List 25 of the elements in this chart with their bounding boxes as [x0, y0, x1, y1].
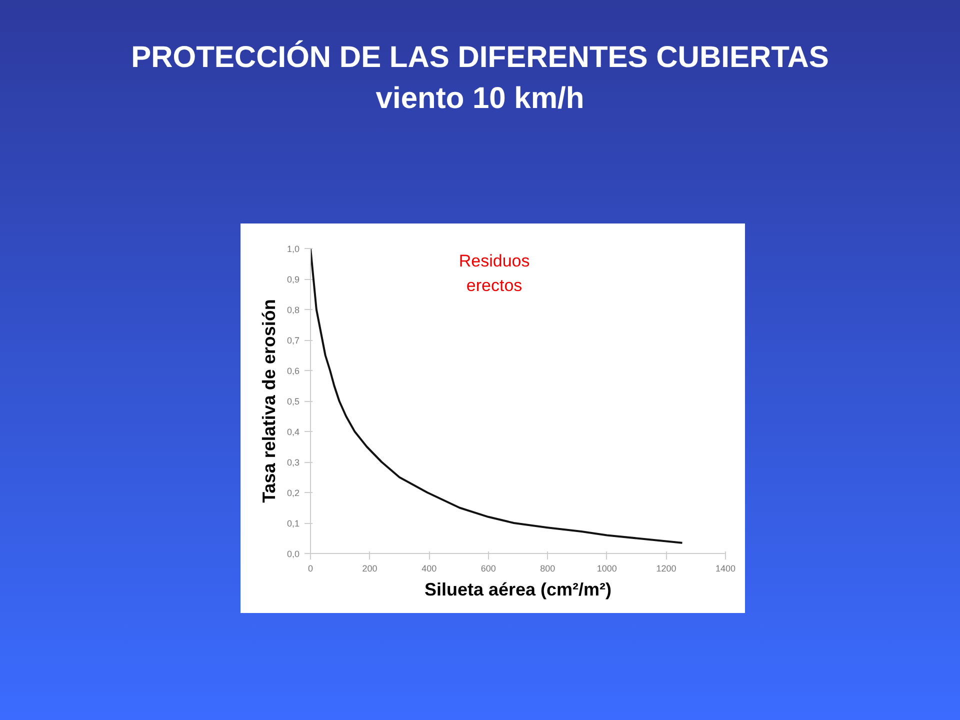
x-tick-label: 1200	[656, 564, 676, 574]
y-tick-label: 0,7	[286, 336, 300, 346]
x-tick-label: 1400	[715, 564, 736, 574]
x-tick-label: 1000	[596, 564, 617, 574]
y-tick-label: 0,5	[286, 396, 300, 406]
line-series	[310, 248, 684, 544]
y-tick-label: 0,9	[286, 274, 300, 284]
y-tick-label: 0,0	[286, 549, 300, 559]
y-tick-label: 1,0	[286, 244, 300, 254]
x-tick-label: 200	[362, 564, 378, 574]
chart-subtitle: viento 10 km/h	[376, 82, 584, 114]
x-tick-label: 400	[422, 564, 437, 574]
x-tick-label: 800	[540, 564, 556, 574]
chart-title: PROTECCIÓN DE LAS DIFERENTES CUBIERTAS	[131, 41, 829, 74]
y-axis-title: Tasa relativa de erosión	[258, 299, 279, 503]
x-tick-label: 0	[308, 564, 314, 574]
x-axis-title: Silueta aérea (cm²/m²)	[424, 580, 612, 600]
y-tick-label: 0,2	[286, 488, 300, 498]
y-tick-label: 0,3	[286, 458, 300, 468]
annotation: Residuos erectos	[458, 252, 530, 296]
y-tick-label: 0,4	[286, 427, 300, 437]
y-tick-label: 0,8	[286, 305, 300, 315]
y-tick-label: 0,1	[286, 518, 300, 528]
y-tick-label: 0,6	[286, 366, 300, 376]
x-tick-label: 600	[480, 564, 496, 574]
